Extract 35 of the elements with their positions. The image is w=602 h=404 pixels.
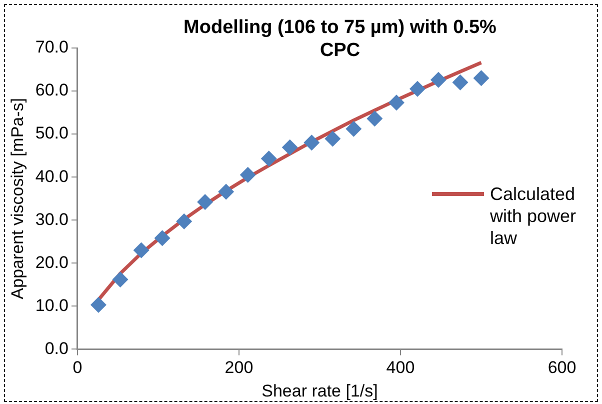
point: [282, 139, 298, 156]
point: [197, 194, 214, 210]
y-tick-label: 60.0: [35, 80, 68, 100]
point: [366, 110, 383, 127]
point: [324, 130, 341, 147]
y-tick-label: 30.0: [35, 210, 68, 229]
point: [240, 166, 256, 183]
point: [176, 213, 192, 230]
x-tick-label: 200: [224, 358, 254, 378]
point: [388, 94, 404, 111]
y-tick-label: 0.0: [44, 338, 68, 358]
point: [260, 150, 277, 167]
point: [218, 184, 234, 200]
y-tick-label: 50.0: [35, 124, 68, 143]
point: [409, 80, 426, 97]
point: [112, 271, 128, 288]
point: [346, 120, 362, 137]
point: [452, 74, 468, 90]
point: [154, 230, 170, 246]
x-tick-label: 400: [386, 358, 415, 378]
y-tick-label: 70.0: [35, 38, 68, 57]
point: [90, 296, 106, 313]
y-tick-label: 20.0: [35, 252, 68, 272]
y-tick-label: 10.0: [35, 296, 68, 315]
point: [473, 70, 490, 86]
y-axis-title: Apparent viscosity [mPa-s]: [8, 98, 27, 300]
point: [133, 242, 150, 258]
x-tick-label: 600: [548, 358, 576, 378]
point: [430, 72, 446, 88]
x-axis-title: Shear rate [1/s]: [262, 381, 378, 400]
y-tick-label: 40.0: [35, 166, 68, 186]
legend-label: Calculated with power law: [490, 183, 578, 249]
point: [304, 134, 320, 151]
chart-title: Modelling (106 to 75 µm) with 0.5% CPC: [182, 16, 498, 62]
x-tick-label: 0: [72, 358, 82, 378]
